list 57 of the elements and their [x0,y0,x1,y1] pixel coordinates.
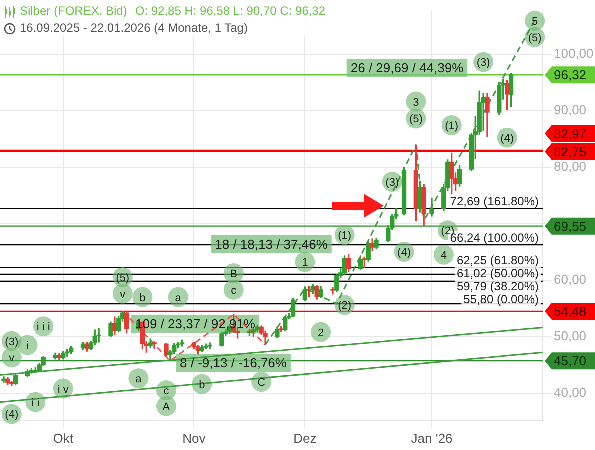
candlestick [208,342,212,350]
annotation: i i [32,397,40,410]
ref-line-label: 82,97 [554,126,587,142]
x-tick-label: Okt [53,430,74,446]
annotation: 3 [413,96,420,109]
annotation: i v [58,384,70,396]
annotation: a [136,374,143,386]
y-tick-label: 60,00 [554,272,587,287]
annotation: O: 92,85 H: 96,58 L: 90,70 C: 96,32 [135,3,326,20]
y-tick-label: 80,00 [554,158,587,174]
y-tick-label: 40,00 [554,384,587,400]
y-tick-label: 90,00 [554,102,587,118]
annotation: c [164,385,170,398]
ref-line-label: 61,02 (50.00%) [456,266,539,281]
ref-line-label: 59,79 (38.20%) [456,280,539,294]
annotation: 5 [532,16,538,28]
annotation: (4) [500,132,514,145]
annotation: (3) [476,57,490,70]
candlestick [152,342,157,349]
annotation: (4) [5,409,19,422]
ref-line-label: 45,70 [554,354,587,369]
annotation: 18 / 18,13 / 37,46% [215,236,328,252]
annotation: v [9,352,16,365]
annotation: (5) [409,114,423,126]
ref-line-label: 69,55 [554,218,587,234]
annotation: (1) [338,230,352,242]
annotation: i [26,340,29,352]
annotation: (4) [398,247,412,260]
annotation: c [231,284,238,297]
ref-line-label: 82,75 [554,144,587,160]
annotation: 2 [318,327,324,340]
annotation: 26 / 29,69 / 44,39% [350,60,464,76]
annotation: A [162,401,171,414]
ref-line-label: 72,69 (161.80%) [450,194,539,209]
y-tick-label: 50,00 [554,328,587,344]
annotation: (1) [445,120,459,133]
ref-line-label: 55,80 (0.00%) [464,292,539,307]
annotation: a [175,292,182,304]
x-tick-label: Nov [182,430,206,446]
ref-line-label: 96,32 [554,68,587,83]
annotation: v [120,288,126,301]
annotation: (5) [528,32,542,44]
x-tick-label: Dez [294,430,317,446]
ref-line-label: 62,25 (61.80%) [456,254,539,268]
annotation: 8 / -9,13 / -16,76% [180,356,288,371]
annotation: 1 [302,257,308,270]
y-tick-label: 100,00 [554,46,594,61]
text: 16.09.2025 - 22.01.2026 (4 Monate, 1 Tag) [20,20,248,37]
x-tick-label: Jan '26 [411,430,453,446]
chart-title: Silber (FOREX, Bid) [20,3,128,20]
ref-line-label: 54,48 [554,304,587,320]
annotation: C [258,377,266,390]
annotation: 4 [440,250,447,262]
annotation: (3) [5,336,19,348]
annotation: i i i [36,322,50,334]
annotation: (3) [386,177,400,190]
annotation: b [140,292,146,304]
